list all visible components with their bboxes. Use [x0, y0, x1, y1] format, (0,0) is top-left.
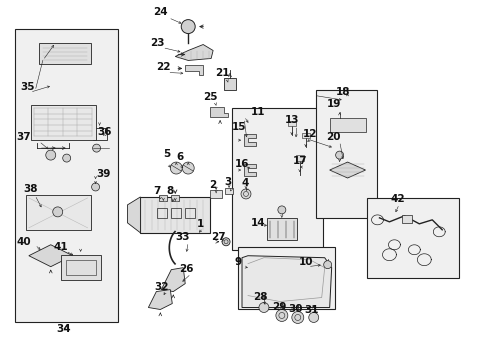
Text: 22: 22: [156, 62, 170, 72]
Circle shape: [291, 311, 303, 323]
Text: 32: 32: [154, 282, 168, 292]
Bar: [157, 208, 167, 218]
Text: 35: 35: [20, 82, 35, 93]
Text: 17: 17: [292, 156, 306, 166]
Bar: [224, 188, 233, 194]
Circle shape: [308, 312, 318, 323]
Bar: [65, 260, 95, 275]
Polygon shape: [242, 256, 331, 307]
Circle shape: [277, 206, 285, 214]
Circle shape: [275, 310, 287, 321]
Text: 42: 42: [389, 194, 404, 204]
Circle shape: [181, 20, 195, 33]
Text: 5: 5: [163, 149, 171, 159]
Bar: [329, 118, 365, 132]
Text: 36: 36: [97, 127, 112, 137]
Text: 3: 3: [224, 177, 231, 187]
Text: 2: 2: [209, 180, 216, 190]
Circle shape: [335, 151, 343, 159]
Bar: [61, 255, 101, 280]
Text: 1: 1: [196, 219, 203, 229]
Bar: [15, 28, 118, 323]
Polygon shape: [244, 164, 255, 176]
Text: 40: 40: [17, 237, 31, 247]
Bar: [402, 215, 411, 223]
Polygon shape: [29, 245, 73, 267]
Text: 11: 11: [250, 107, 264, 117]
Text: 34: 34: [56, 324, 71, 334]
Text: 28: 28: [252, 292, 266, 302]
Bar: [185, 208, 195, 218]
Circle shape: [241, 189, 250, 199]
Bar: [224, 78, 236, 90]
Text: 41: 41: [53, 242, 68, 252]
Text: 30: 30: [288, 305, 303, 315]
Text: 13: 13: [284, 115, 299, 125]
Bar: [26, 195, 90, 230]
Bar: [39, 42, 90, 64]
Text: 12: 12: [302, 129, 316, 139]
Circle shape: [323, 261, 331, 269]
Text: 26: 26: [179, 264, 193, 274]
Text: 38: 38: [23, 184, 38, 194]
Text: 21: 21: [214, 68, 229, 78]
Text: 27: 27: [210, 232, 225, 242]
Text: 20: 20: [325, 132, 340, 142]
Polygon shape: [148, 289, 172, 310]
Bar: [301, 133, 309, 138]
Bar: [159, 195, 167, 201]
Bar: [238, 247, 334, 310]
Bar: [210, 190, 222, 198]
Bar: [140, 197, 210, 233]
Circle shape: [182, 162, 194, 174]
Circle shape: [53, 207, 62, 217]
Text: 7: 7: [153, 186, 161, 196]
Polygon shape: [185, 66, 203, 75]
Text: 31: 31: [304, 306, 318, 315]
Text: 18: 18: [335, 87, 349, 97]
Text: 14: 14: [250, 218, 264, 228]
Bar: [366, 198, 458, 278]
Text: 9: 9: [234, 257, 241, 267]
Bar: [315, 90, 377, 218]
Circle shape: [222, 238, 229, 246]
Bar: [232, 108, 322, 250]
Text: 16: 16: [234, 159, 249, 169]
Circle shape: [46, 150, 56, 160]
Polygon shape: [329, 162, 365, 178]
Polygon shape: [161, 268, 185, 292]
Polygon shape: [244, 134, 255, 146]
Polygon shape: [127, 197, 140, 233]
Text: 39: 39: [96, 169, 110, 179]
Text: 8: 8: [166, 186, 174, 196]
Text: 15: 15: [231, 122, 246, 132]
Circle shape: [259, 302, 268, 312]
Text: 19: 19: [326, 99, 340, 109]
Text: 24: 24: [153, 6, 167, 17]
Circle shape: [92, 144, 101, 152]
Circle shape: [170, 162, 182, 174]
Text: 37: 37: [17, 132, 31, 142]
Polygon shape: [210, 107, 227, 117]
Text: 25: 25: [203, 92, 217, 102]
Bar: [31, 105, 95, 140]
Bar: [295, 155, 303, 161]
Text: 10: 10: [298, 257, 312, 267]
Bar: [287, 121, 295, 126]
Bar: [92, 128, 106, 140]
Bar: [171, 208, 181, 218]
Text: 4: 4: [241, 178, 248, 188]
Text: 33: 33: [175, 232, 189, 242]
Text: 6: 6: [176, 152, 183, 162]
Bar: [171, 195, 179, 201]
Polygon shape: [175, 45, 213, 60]
Circle shape: [62, 154, 71, 162]
Circle shape: [91, 183, 100, 191]
Text: 29: 29: [271, 302, 285, 311]
Bar: [266, 218, 296, 240]
Text: 23: 23: [150, 37, 164, 48]
